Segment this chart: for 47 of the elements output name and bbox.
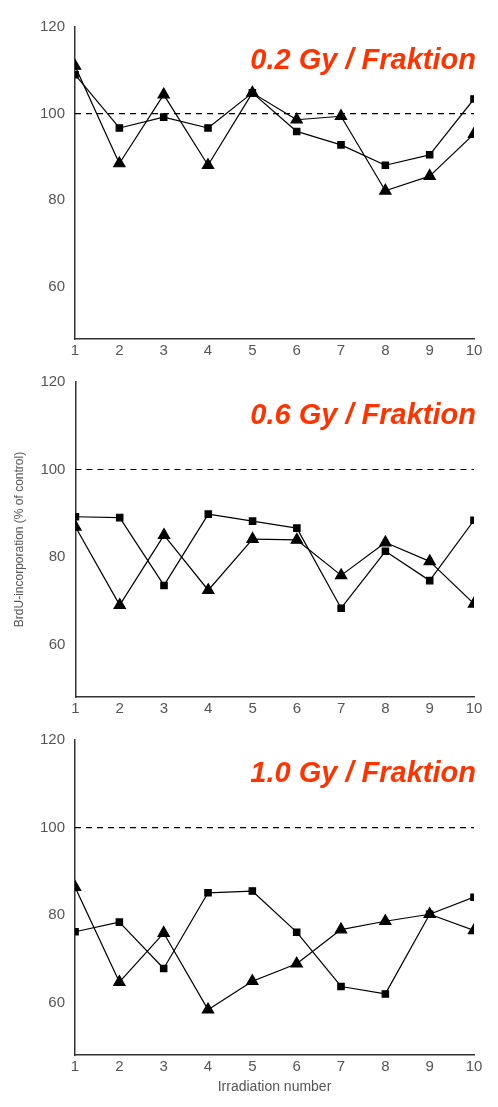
x-tick-label: 4 (203, 1057, 213, 1075)
x-tick-label: 7 (336, 699, 346, 717)
x-tick-label: 6 (292, 1057, 301, 1075)
x-tick-label: 4 (204, 699, 213, 717)
y-tick-label: 60 (48, 992, 66, 1010)
x-tick-label: 9 (425, 699, 434, 717)
x-tick-label: 4 (203, 341, 213, 359)
x-tick-label: 3 (159, 1057, 168, 1075)
y-axis-title: BrdU-incorporation (% of control) (11, 451, 26, 628)
x-tick-label: 8 (381, 699, 390, 717)
x-tick-label: 8 (381, 341, 390, 359)
y-tick-label: 120 (40, 730, 66, 748)
x-tick-label: 5 (248, 699, 257, 717)
x-tick-label: 10 (465, 1057, 483, 1075)
x-tick-label: 2 (115, 699, 124, 717)
y-tick-label: 60 (48, 277, 66, 295)
y-tick-label: 60 (48, 634, 66, 652)
x-tick-label: 10 (465, 699, 483, 717)
x-tick-label: 10 (465, 341, 483, 359)
x-tick-label: 2 (115, 1057, 124, 1075)
y-tick-label: 100 (40, 817, 66, 835)
y-tick-label: 80 (48, 190, 66, 208)
y-tick-label: 120 (40, 372, 66, 390)
x-tick-label: 7 (336, 341, 346, 359)
y-tick-label: 120 (40, 17, 66, 35)
text: 0.6 Gy / Fraktion (250, 398, 476, 430)
x-tick-label: 7 (336, 1057, 346, 1075)
x-tick-label: 3 (159, 699, 169, 717)
x-tick-label: 1 (70, 341, 80, 359)
y-tick-label: 100 (40, 103, 66, 121)
x-tick-label: 8 (381, 1057, 390, 1075)
x-tick-label: 9 (425, 341, 434, 359)
x-tick-label: 1 (70, 1057, 80, 1075)
x-tick-label: 1 (71, 699, 80, 717)
x-tick-label: 2 (115, 341, 124, 359)
x-axis-title: Irradiation number (217, 1078, 332, 1095)
x-tick-label: 5 (248, 1057, 257, 1075)
text: 0.2 Gy / Fraktion (250, 43, 476, 75)
x-tick-label: 6 (292, 341, 301, 359)
x-tick-label: 3 (159, 341, 168, 359)
x-tick-label: 9 (425, 1057, 434, 1075)
y-tick-label: 80 (48, 905, 66, 923)
x-tick-label: 5 (248, 341, 257, 359)
y-tick-label: 80 (48, 547, 66, 565)
y-tick-label: 100 (40, 459, 66, 477)
text: 1.0 Gy / Fraktion (250, 756, 476, 788)
x-tick-label: 6 (292, 699, 302, 717)
